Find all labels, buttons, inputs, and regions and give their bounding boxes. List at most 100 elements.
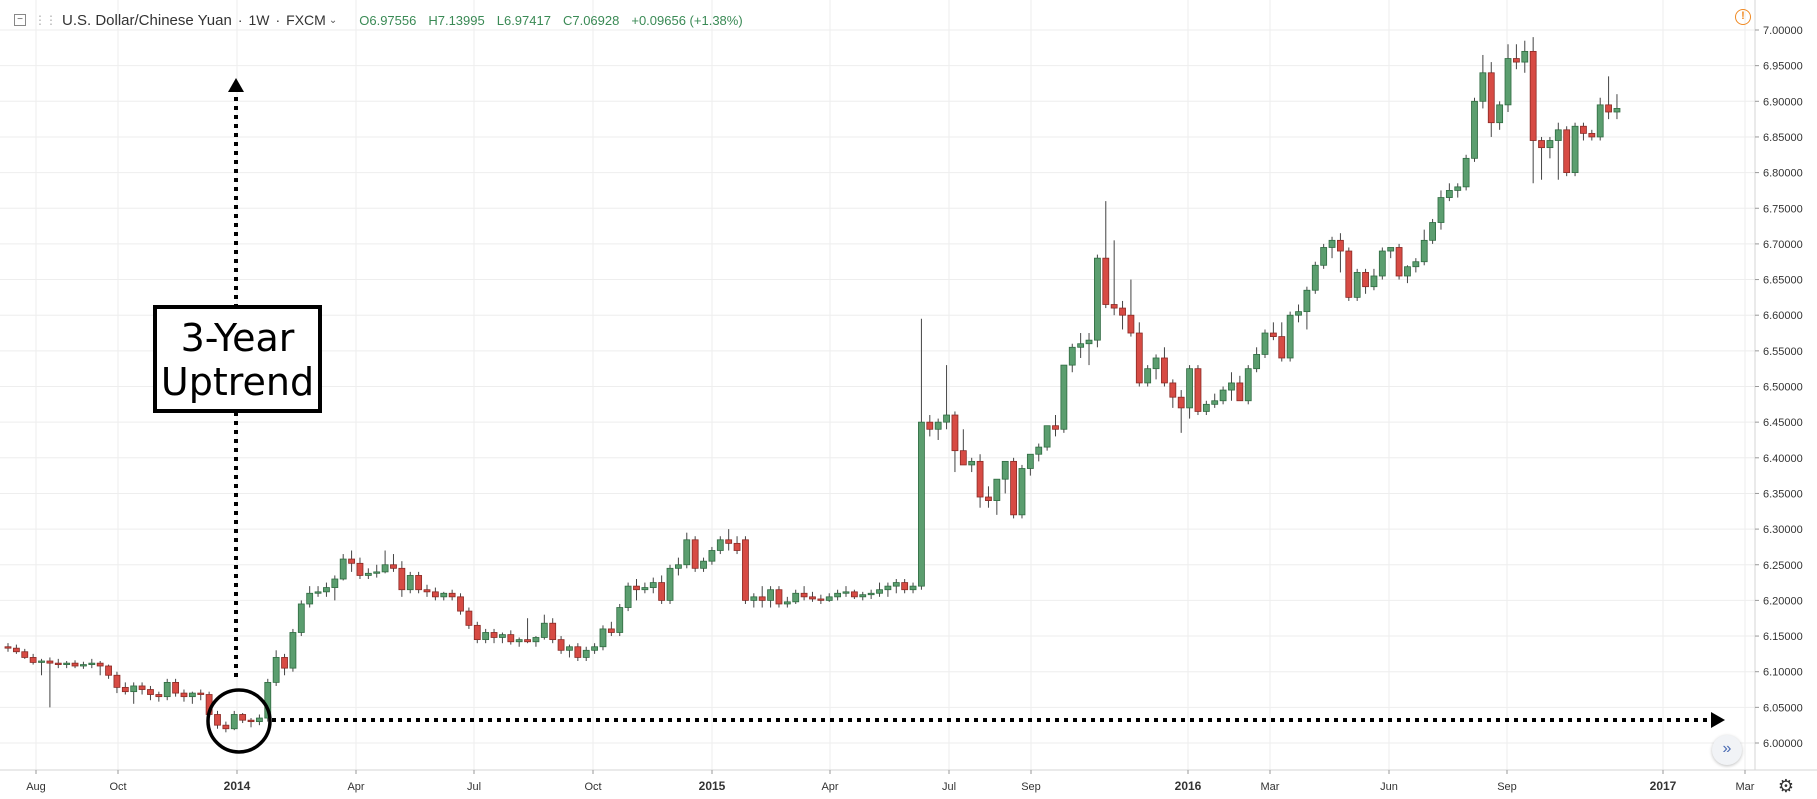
- candle-body-up: [1286, 314, 1294, 359]
- candle: [767, 586, 774, 608]
- candle: [1462, 154, 1470, 191]
- candle-body-up: [1471, 100, 1478, 159]
- candle: [1169, 379, 1177, 408]
- candle: [38, 658, 45, 676]
- candle: [540, 614, 548, 640]
- candle: [1060, 364, 1068, 433]
- candle: [1161, 347, 1168, 387]
- price-tick-label: 6.80000: [1763, 168, 1803, 180]
- candle: [1278, 322, 1286, 362]
- candle: [12, 644, 20, 654]
- candle-body-up: [1387, 247, 1395, 252]
- candle: [616, 603, 624, 637]
- candle-body-up: [566, 646, 573, 651]
- candle-body-up: [1303, 289, 1311, 313]
- candle: [1328, 236, 1336, 259]
- candle: [834, 589, 842, 601]
- candle: [188, 691, 196, 704]
- candle-body-down: [976, 460, 984, 498]
- candle-body-up: [1546, 140, 1554, 149]
- warning-icon[interactable]: !: [1735, 9, 1751, 25]
- candle-body-up: [306, 592, 314, 605]
- scroll-to-realtime-button[interactable]: »: [1712, 735, 1742, 765]
- candle-body-up: [163, 681, 171, 698]
- candle: [892, 579, 900, 594]
- candle-body-down: [1177, 396, 1185, 409]
- candle: [406, 571, 414, 594]
- candle-body-down: [1337, 239, 1344, 252]
- candle: [1010, 457, 1017, 519]
- candle-body-down: [1127, 314, 1135, 334]
- candle-body-down: [1563, 129, 1571, 174]
- time-tick-label: 2015: [699, 779, 726, 793]
- candle: [1311, 261, 1319, 294]
- minus-square-icon[interactable]: −: [14, 14, 26, 26]
- candle-body-down: [155, 694, 163, 698]
- candle: [1454, 183, 1462, 198]
- candle-body-up: [373, 571, 381, 574]
- candle-body-up: [540, 622, 548, 638]
- candle-body-down: [850, 591, 858, 598]
- candle: [390, 554, 397, 572]
- candle: [1202, 400, 1210, 416]
- candle-body-down: [473, 624, 481, 641]
- gear-icon[interactable]: ⚙: [1777, 776, 1795, 796]
- time-tick-label: Jul: [942, 781, 956, 793]
- drag-handle-icon[interactable]: ⋮⋮: [34, 13, 57, 27]
- candle: [163, 678, 171, 701]
- candle-body-up: [381, 564, 389, 573]
- candle-body-up: [1060, 364, 1068, 430]
- candle: [1094, 254, 1101, 348]
- candle: [306, 586, 314, 608]
- ohlc-high: H7.13995: [428, 12, 485, 28]
- candle: [867, 589, 875, 599]
- candle: [1513, 44, 1520, 70]
- candle-body-up: [1454, 186, 1462, 191]
- price-tick-label: 6.95000: [1763, 61, 1803, 73]
- candle-body-up: [1370, 275, 1378, 288]
- time-tick-label: Mar: [1736, 781, 1755, 793]
- candle-body-up: [482, 632, 490, 641]
- candle: [1219, 386, 1227, 405]
- candle: [214, 710, 221, 729]
- candle: [1269, 322, 1277, 341]
- candle: [1538, 136, 1545, 180]
- candle: [172, 678, 180, 697]
- exchange-label[interactable]: FXCM: [286, 12, 326, 28]
- candle: [364, 568, 372, 580]
- candle: [700, 557, 707, 572]
- candle-body-up: [406, 575, 414, 591]
- candle-body-down: [926, 421, 934, 430]
- candle-body-up: [834, 592, 842, 598]
- time-tick-label: Oct: [584, 781, 601, 793]
- candle: [1487, 62, 1495, 137]
- candle-body-up: [1202, 403, 1210, 412]
- candle-body-down: [390, 564, 397, 569]
- candle: [1529, 37, 1537, 184]
- candle: [1211, 393, 1219, 408]
- candle-body-down: [549, 622, 557, 641]
- candle: [1378, 247, 1386, 280]
- candle-body-up: [1496, 104, 1504, 124]
- candle: [1236, 375, 1244, 402]
- candle: [1370, 268, 1378, 291]
- candle-body-up: [1211, 400, 1219, 405]
- price-tick-label: 6.55000: [1763, 346, 1803, 358]
- candle: [1102, 201, 1110, 309]
- candle: [465, 607, 473, 629]
- candle: [113, 671, 121, 694]
- candle: [842, 586, 850, 597]
- chevron-down-icon[interactable]: ⌄: [328, 14, 338, 26]
- candle: [356, 557, 364, 580]
- candle-body-up: [616, 607, 624, 633]
- time-tick-label: Apr: [821, 781, 838, 793]
- candle: [675, 557, 682, 576]
- candle: [1496, 101, 1504, 130]
- candle: [775, 586, 783, 608]
- candle-body-down: [197, 692, 205, 695]
- candle: [314, 586, 322, 597]
- candle-body-up: [1571, 125, 1579, 173]
- candle: [876, 582, 883, 597]
- candle: [197, 689, 205, 701]
